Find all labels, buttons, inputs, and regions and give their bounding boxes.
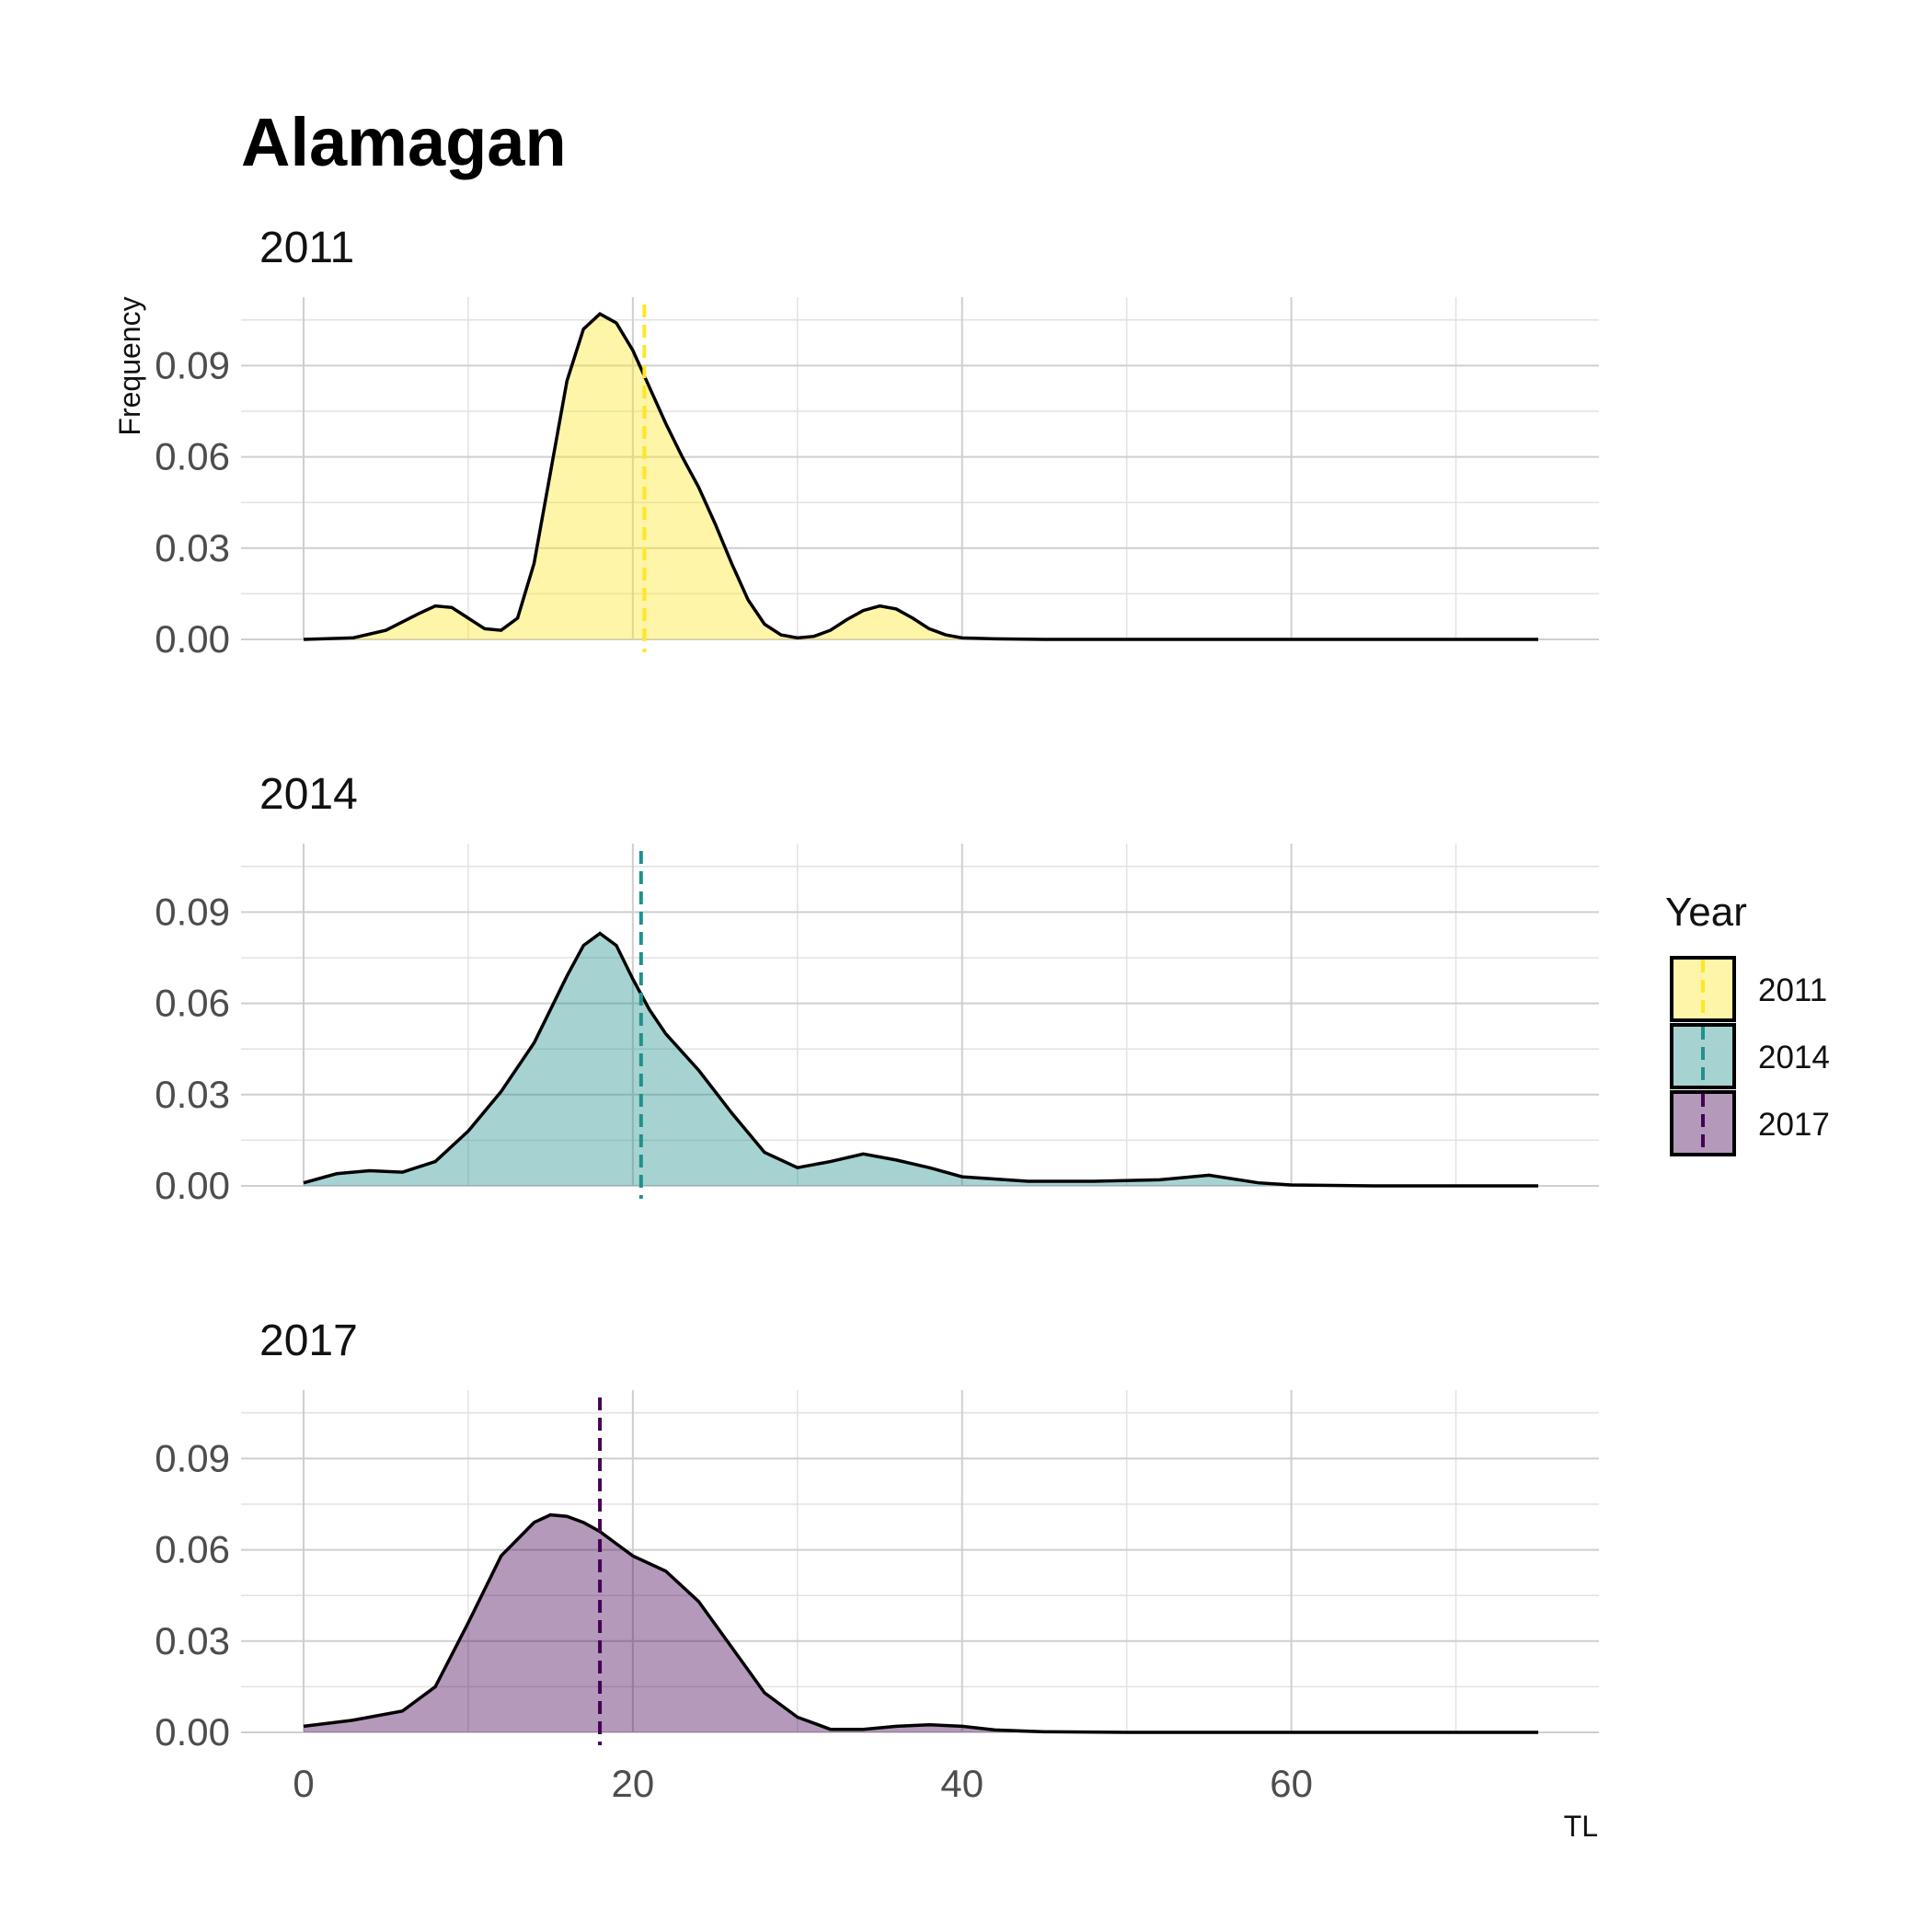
y-tick-label: 0.09: [155, 1436, 230, 1479]
y-tick-label: 0.03: [155, 1619, 230, 1662]
density-line: [303, 312, 1538, 641]
strip-label: 2014: [259, 770, 358, 819]
density-line: [303, 1512, 1538, 1734]
y-tick-label: 0.00: [155, 617, 230, 661]
y-tick-label: 0.00: [155, 1164, 230, 1207]
legend-label: 2011: [1758, 972, 1827, 1008]
density-area: [304, 933, 1538, 1186]
strip-label: 2017: [259, 1317, 358, 1365]
facet-panel-2017: 2017 0.00 0.03 0.06 0.09: [155, 1317, 1599, 1754]
y-tick-label: 0.03: [155, 526, 230, 569]
legend-key-2014: 2014: [1670, 1023, 1830, 1089]
y-tick-label: 0.06: [155, 982, 230, 1025]
facet-panels: 2011 0.00 0.03 0.06 0.09 2014 0.00 0.03 0.06 0.09…: [155, 224, 1599, 1805]
chart-title: Alamagan: [241, 104, 567, 180]
legend-key-2017: 2017: [1670, 1090, 1830, 1156]
density-line: [303, 931, 1538, 1188]
x-axis-label: TL: [1564, 1810, 1598, 1843]
y-tick-label: 0.06: [155, 1528, 230, 1571]
y-tick-label: 0.03: [155, 1073, 230, 1116]
facet-panel-2011: 2011 0.00 0.03 0.06 0.09: [155, 224, 1599, 661]
density-area: [304, 1514, 1538, 1732]
strip-label: 2011: [259, 224, 354, 272]
legend-label: 2014: [1758, 1040, 1830, 1075]
x-tick-label: 40: [940, 1762, 983, 1805]
legend: Year 2011 2014 2017: [1665, 890, 1830, 1156]
facet-panel-2014: 2014 0.00 0.03 0.06 0.09: [155, 770, 1599, 1207]
x-tick-label: 0: [293, 1762, 314, 1805]
y-tick-label: 0.09: [155, 343, 230, 386]
legend-label: 2017: [1758, 1107, 1830, 1143]
y-tick-label: 0.06: [155, 435, 230, 478]
density-area: [304, 314, 1538, 639]
y-tick-label: 0.00: [155, 1710, 230, 1754]
legend-key-2011: 2011: [1670, 956, 1827, 1022]
legend-title: Year: [1665, 890, 1747, 935]
y-axis-label: Frequency: [113, 296, 146, 435]
x-tick-label: 60: [1270, 1762, 1313, 1805]
y-tick-label: 0.09: [155, 890, 230, 933]
x-tick-label: 20: [612, 1762, 655, 1805]
